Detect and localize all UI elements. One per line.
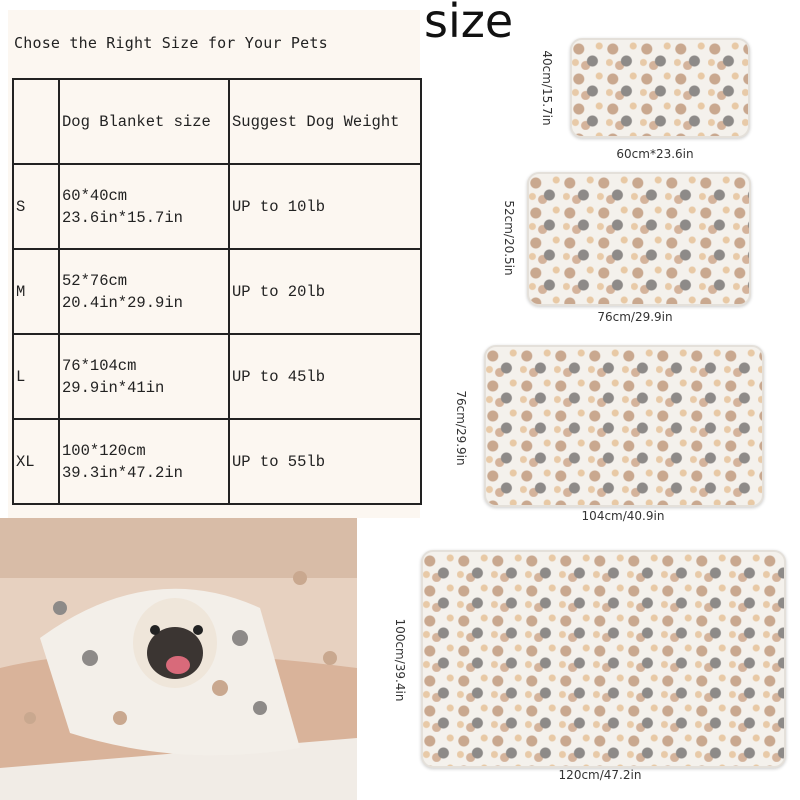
chart-title: Chose the Right Size for Your Pets	[14, 34, 328, 52]
size-cell: S	[12, 163, 60, 250]
dimension-cm: 52*76cm	[62, 271, 128, 290]
size-cell: XL	[12, 418, 60, 505]
blanket-height-label-m: 52cm/20.5in	[502, 200, 516, 276]
blanket-image-m	[527, 172, 751, 306]
dimension-in: 39.3in*47.2in	[62, 463, 183, 482]
dimension-in: 23.6in*15.7in	[62, 208, 183, 227]
dimension-cell: 76*104cm 29.9in*41in	[58, 333, 230, 420]
blanket-image-l	[484, 345, 764, 507]
table-row: L 76*104cm 29.9in*41in UP to 45lb	[12, 333, 422, 420]
dimension-cm: 100*120cm	[62, 441, 146, 460]
size-table: Dog Blanket size Suggest Dog Weight S 60…	[12, 78, 422, 505]
header-cell-dog-weight: Suggest Dog Weight	[228, 78, 422, 165]
blanket-width-label-xl: 120cm/47.2in	[558, 768, 642, 782]
blanket-height-label-l: 76cm/29.9in	[454, 390, 468, 466]
blanket-image-s	[570, 38, 750, 138]
dog-with-blanket-illustration	[0, 518, 357, 800]
dimension-in: 20.4in*29.9in	[62, 293, 183, 312]
dog-photo	[0, 518, 357, 800]
size-cell: L	[12, 333, 60, 420]
table-row: XL 100*120cm 39.3in*47.2in UP to 55lb	[12, 418, 422, 505]
dimension-cell: 100*120cm 39.3in*47.2in	[58, 418, 230, 505]
blanket-width-label-l: 104cm/40.9in	[581, 509, 665, 523]
blanket-width-label-m: 76cm/29.9in	[597, 310, 673, 324]
table-header-row: Dog Blanket size Suggest Dog Weight	[12, 78, 422, 165]
size-cell: M	[12, 248, 60, 335]
blanket-height-label-xl: 100cm/39.4in	[393, 618, 407, 702]
dimension-cm: 60*40cm	[62, 186, 128, 205]
blanket-width-label-s: 60cm*23.6in	[616, 147, 694, 161]
dimension-in: 29.9in*41in	[62, 378, 165, 397]
weight-cell: UP to 55lb	[228, 418, 422, 505]
blanket-height-label-s: 40cm/15.7in	[540, 50, 554, 126]
header-cell-blanket-size: Dog Blanket size	[58, 78, 230, 165]
weight-cell: UP to 45lb	[228, 333, 422, 420]
blanket-image-xl	[421, 550, 786, 768]
header-cell-size	[12, 78, 60, 165]
dimension-cell: 52*76cm 20.4in*29.9in	[58, 248, 230, 335]
table-row: S 60*40cm 23.6in*15.7in UP to 10lb	[12, 163, 422, 250]
weight-cell: UP to 20lb	[228, 248, 422, 335]
dimension-cell: 60*40cm 23.6in*15.7in	[58, 163, 230, 250]
size-heading: size	[424, 0, 514, 48]
dimension-cm: 76*104cm	[62, 356, 137, 375]
table-row: M 52*76cm 20.4in*29.9in UP to 20lb	[12, 248, 422, 335]
weight-cell: UP to 10lb	[228, 163, 422, 250]
